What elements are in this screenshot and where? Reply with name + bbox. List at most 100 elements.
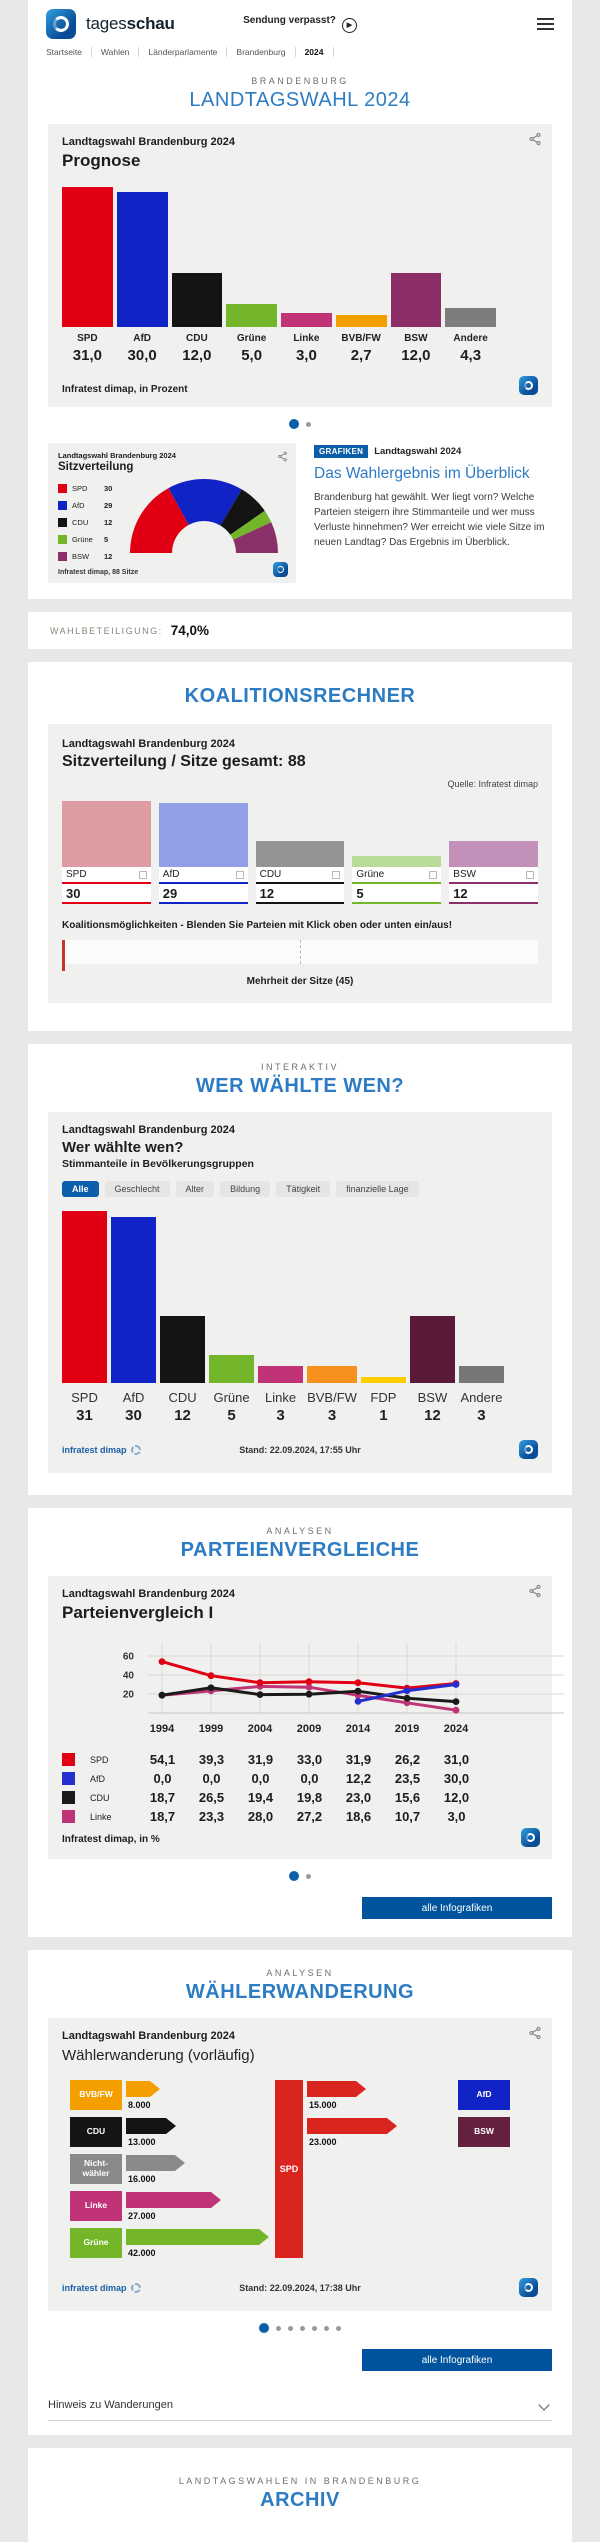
carousel-dot-1[interactable] bbox=[259, 2323, 269, 2333]
majority-bar[interactable] bbox=[62, 940, 538, 971]
play-icon[interactable]: ▶ bbox=[341, 17, 357, 33]
carousel-dot-1[interactable] bbox=[289, 419, 299, 429]
bar-label: AfD bbox=[122, 1390, 145, 1405]
bar-spd bbox=[62, 1211, 108, 1383]
teaser-row: Landtagswahl Brandenburg 2024 Sitzvertei… bbox=[48, 443, 552, 599]
table-value: 12,0 bbox=[443, 1790, 470, 1805]
coalition-party-toggle[interactable]: BSW bbox=[449, 867, 538, 882]
coalition-party-toggle[interactable]: SPD bbox=[62, 867, 151, 882]
bar-column-linke: Linke 3,0 bbox=[281, 187, 332, 364]
chart-source: Infratest dimap, in Prozent bbox=[62, 384, 188, 395]
carousel-dot-2[interactable] bbox=[306, 1873, 311, 1879]
card-kicker: Landtagswahl Brandenburg 2024 bbox=[62, 1588, 235, 1600]
coalition-party-toggle[interactable]: Grüne bbox=[352, 867, 442, 882]
section-title: WÄHLERWANDERUNG bbox=[185, 1981, 415, 2003]
table-value: 12,2 bbox=[345, 1771, 372, 1786]
tab-alter[interactable]: Alter bbox=[175, 1181, 215, 1197]
bar-label: Linke bbox=[293, 333, 320, 344]
teaser-kicker: Landtagswahl 2024 bbox=[374, 446, 462, 457]
carousel-dot-3[interactable] bbox=[288, 2325, 293, 2331]
carousel-dots bbox=[28, 2311, 572, 2337]
brand-wordmark[interactable]: tagesschau bbox=[86, 14, 175, 34]
carousel-dot-1[interactable] bbox=[289, 1871, 299, 1881]
legend-chip bbox=[58, 552, 67, 561]
table-value: 18,7 bbox=[149, 1809, 176, 1824]
breadcrumb-item-startseite[interactable]: Startseite bbox=[46, 47, 92, 57]
coalition-column-afd: AfD 29 bbox=[158, 799, 248, 904]
bar-value: 1 bbox=[379, 1407, 388, 1424]
data-point-afd bbox=[354, 1698, 362, 1705]
carousel-dot-2[interactable] bbox=[276, 2325, 281, 2331]
breadcrumb-item-2024[interactable]: 2024 bbox=[296, 47, 334, 57]
section-kicker: ANALYSEN bbox=[266, 1526, 334, 1536]
tagesschau-logo-icon[interactable] bbox=[46, 9, 76, 39]
legend-item-gr-ne: Grüne 5 bbox=[58, 532, 112, 547]
migration-center-spd: SPD bbox=[275, 2080, 303, 2258]
migration-source-nicht-w-hler: Nicht-wähler bbox=[70, 2154, 122, 2184]
coalition-bar-gr-ne[interactable] bbox=[352, 856, 442, 867]
coalition-bar-cdu[interactable] bbox=[255, 841, 345, 867]
share-icon[interactable] bbox=[528, 2026, 542, 2045]
coalition-bar-spd[interactable] bbox=[62, 801, 151, 867]
section-title: KOALITIONSRECHNER bbox=[184, 685, 416, 707]
coalition-party-toggle[interactable]: CDU bbox=[255, 867, 345, 882]
breadcrumb-item-brandenburg[interactable]: Brandenburg bbox=[227, 47, 296, 57]
all-infographics-button[interactable]: alle Infografiken bbox=[362, 2349, 552, 2371]
breadcrumb-item-l-nderparlamente[interactable]: Länderparlamente bbox=[139, 47, 228, 57]
tab-geschlecht[interactable]: Geschlecht bbox=[104, 1181, 170, 1197]
checkbox-unchecked[interactable] bbox=[332, 870, 341, 879]
carousel-dot-4[interactable] bbox=[300, 2325, 305, 2331]
table-value: 26,5 bbox=[198, 1790, 225, 1805]
seat-distribution-chart bbox=[130, 479, 278, 553]
share-icon[interactable] bbox=[528, 1584, 542, 1603]
carousel-dot-2[interactable] bbox=[306, 421, 311, 427]
bar-label: FDP bbox=[370, 1390, 397, 1405]
carousel-dot-6[interactable] bbox=[324, 2325, 329, 2331]
migration-hint-accordion[interactable]: Hinweis zu Wanderungen bbox=[48, 2399, 552, 2421]
bar-column-cdu: CDU 12 bbox=[160, 1211, 206, 1424]
menu-icon[interactable] bbox=[537, 18, 554, 30]
checkbox-unchecked[interactable] bbox=[138, 870, 147, 879]
coalition-bar-bsw[interactable] bbox=[449, 841, 538, 867]
bar-value: 31 bbox=[76, 1407, 93, 1424]
checkbox-unchecked[interactable] bbox=[525, 870, 534, 879]
tab-alle[interactable]: Alle bbox=[62, 1181, 99, 1197]
bar-bvb-fw bbox=[335, 315, 387, 327]
share-icon[interactable] bbox=[277, 449, 288, 467]
tab-finanzielle-lage[interactable]: finanzielle Lage bbox=[336, 1181, 419, 1197]
tab-t-tigkeit[interactable]: Tätigkeit bbox=[276, 1181, 331, 1197]
checkbox-unchecked[interactable] bbox=[235, 870, 244, 879]
coalition-seats-value: 12 bbox=[255, 884, 345, 902]
coalition-bar-afd[interactable] bbox=[158, 803, 248, 867]
who-voted-section: INTERAKTIV WER WÄHLTE WEN? Landtagswahl … bbox=[28, 1044, 572, 1495]
share-icon[interactable] bbox=[528, 132, 542, 151]
breadcrumb-item-wahlen[interactable]: Wahlen bbox=[92, 47, 140, 57]
legend-party: Grüne bbox=[72, 535, 93, 544]
all-infographics-button[interactable]: alle Infografiken bbox=[362, 1897, 552, 1919]
bar-value: 30,0 bbox=[127, 347, 157, 364]
coalition-seats-value: 29 bbox=[158, 884, 248, 902]
teaser-title-link[interactable]: Das Wahlergebnis im Überblick bbox=[314, 465, 530, 482]
seats-card[interactable]: Landtagswahl Brandenburg 2024 Sitzvertei… bbox=[48, 443, 296, 583]
tab-bildung[interactable]: Bildung bbox=[220, 1181, 271, 1197]
legend-item-spd: SPD 30 bbox=[58, 481, 112, 496]
coalition-seats-value: 5 bbox=[352, 884, 442, 902]
missed-broadcast-link[interactable]: Sendung verpasst? ▶ bbox=[28, 15, 572, 33]
table-party-name: AfD bbox=[90, 1773, 106, 1784]
table-value: 19,4 bbox=[247, 1790, 274, 1805]
card-kicker: Landtagswahl Brandenburg 2024 bbox=[58, 451, 176, 460]
outflow-arrow-afd bbox=[307, 2081, 366, 2097]
carousel-dot-5[interactable] bbox=[312, 2325, 317, 2331]
checkbox-unchecked[interactable] bbox=[429, 870, 438, 879]
infratest-dimap-logo: infratest dimap bbox=[62, 2282, 141, 2293]
comparison-table: SPD 54,1 39,3 31,9 33,0 31,9 26,2 31,0 AfD 0,0 0,0… bbox=[62, 1750, 538, 1826]
migration-source-bvb-fw: BVB/FW bbox=[70, 2080, 122, 2110]
carousel-dot-7[interactable] bbox=[336, 2325, 341, 2331]
archive-section: LANDTAGSWAHLEN IN BRANDENBURG ARCHIV bbox=[28, 2448, 572, 2542]
bar-label: CDU bbox=[168, 1390, 197, 1405]
bar-label: Grüne bbox=[236, 333, 267, 344]
data-point-afd bbox=[403, 1687, 411, 1695]
header-block: tagesschau Sendung verpasst? ▶ Startseite… bbox=[28, 0, 572, 599]
table-chip-cdu bbox=[62, 1788, 84, 1807]
coalition-party-toggle[interactable]: AfD bbox=[158, 867, 248, 882]
